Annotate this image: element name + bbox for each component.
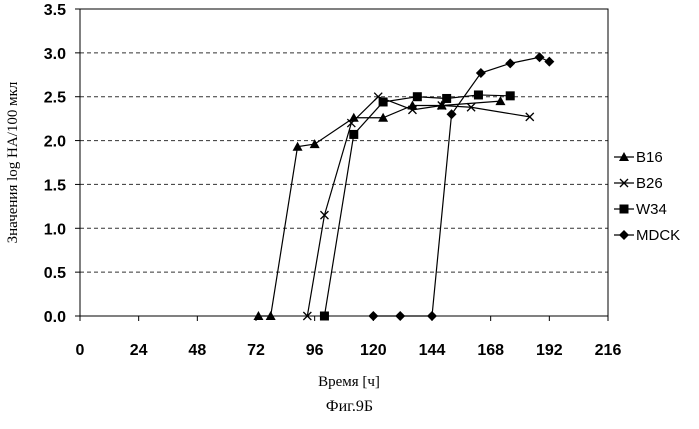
data-point-w34 xyxy=(474,90,483,99)
series-layer xyxy=(253,52,554,321)
y-tick-label: 2.5 xyxy=(44,90,66,107)
y-tick-label: 1.5 xyxy=(44,177,66,194)
data-point-mdck xyxy=(476,68,486,78)
series-mdck xyxy=(368,52,554,321)
data-point-w34 xyxy=(320,312,329,321)
x-tick-label: 48 xyxy=(188,342,206,359)
data-point-mdck xyxy=(544,57,554,67)
data-point-w34 xyxy=(379,97,388,106)
x-axis-title: Время [ч] xyxy=(318,374,380,390)
data-point-w34 xyxy=(349,130,358,139)
data-point-w34 xyxy=(506,91,515,100)
series-b16 xyxy=(253,96,505,320)
x-tick-label: 24 xyxy=(130,342,148,359)
y-tick-label: 0.0 xyxy=(44,309,66,326)
y-tick-label: 2.0 xyxy=(44,134,66,151)
series-line-b16 xyxy=(258,101,500,316)
x-tick-label: 216 xyxy=(595,342,622,359)
legend-item-mdck: MDCK xyxy=(614,227,680,244)
legend-marker-mdck xyxy=(619,230,629,240)
series-line-w34 xyxy=(324,95,510,316)
gridlines xyxy=(80,9,608,272)
series-line-b26 xyxy=(307,97,529,316)
data-point-w34 xyxy=(442,94,451,103)
legend-label-b16: B16 xyxy=(636,149,663,166)
x-tick-label: 192 xyxy=(536,342,563,359)
x-tick-label: 0 xyxy=(76,342,85,359)
legend-item-b16: B16 xyxy=(614,149,663,166)
series-line-mdck xyxy=(373,57,549,316)
x-tick-label: 96 xyxy=(306,342,324,359)
plot-area xyxy=(80,9,608,316)
y-tick-label: 1.0 xyxy=(44,221,66,238)
x-tick-label: 72 xyxy=(247,342,265,359)
x-tick-label: 168 xyxy=(477,342,504,359)
legend: B16 B26 W34 MDCK xyxy=(614,149,680,244)
data-point-mdck xyxy=(395,311,405,321)
legend-marker-w34 xyxy=(620,205,629,214)
legend-item-b26: B26 xyxy=(614,175,663,192)
data-point-b16 xyxy=(495,96,505,105)
data-point-mdck xyxy=(505,58,515,68)
data-point-w34 xyxy=(413,92,422,101)
legend-label-b26: B26 xyxy=(636,175,663,192)
figure-caption: Фиг.9Б xyxy=(0,398,699,416)
x-tick-label: 144 xyxy=(419,342,446,359)
series-b26 xyxy=(303,93,533,320)
plot-border xyxy=(80,9,608,316)
data-point-mdck xyxy=(447,109,457,119)
y-axis-title: Значения log HA/100 мкл xyxy=(5,81,21,243)
y-tick-label: 0.5 xyxy=(44,265,66,282)
legend-label-mdck: MDCK xyxy=(636,227,680,244)
data-point-mdck xyxy=(535,52,545,62)
axis-ticks: 0 24 48 72 96 120 144 168 192 216 0.0 0.5 1.0 1.5 2.0 2… xyxy=(44,2,622,359)
legend-item-w34: W34 xyxy=(614,201,667,218)
legend-label-w34: W34 xyxy=(636,201,667,218)
x-tick-label: 120 xyxy=(360,342,387,359)
y-tick-label: 3.5 xyxy=(44,2,66,19)
y-tick-label: 3.0 xyxy=(44,46,66,63)
